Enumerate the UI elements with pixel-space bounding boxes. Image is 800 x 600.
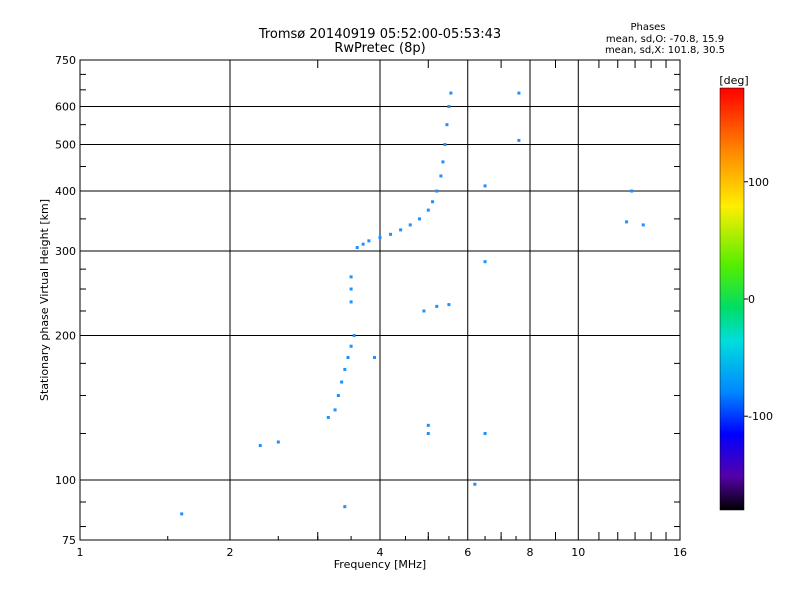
data-point: [625, 220, 629, 224]
data-point: [447, 303, 451, 307]
colorbar: [719, 87, 745, 511]
data-point: [349, 344, 353, 348]
data-point: [630, 189, 634, 193]
data-point: [439, 174, 443, 178]
data-point: [349, 275, 353, 279]
phases-mean-x: mean, sd,X: 101.8, 30.5: [605, 45, 725, 56]
data-point: [426, 423, 430, 427]
data-point: [641, 223, 645, 227]
y-tick-label: 750: [55, 54, 76, 67]
colorbar-ticks: 100 0 -100: [744, 176, 773, 423]
colorbar-tick-label: -100: [748, 410, 773, 423]
x-tick-label: 4: [377, 546, 384, 559]
data-point: [349, 300, 353, 304]
y-tick-label: 75: [62, 534, 76, 547]
data-point: [417, 217, 421, 221]
data-point: [483, 432, 487, 436]
data-point: [431, 200, 435, 204]
data-point: [441, 160, 445, 164]
data-point: [180, 512, 184, 516]
data-point: [426, 208, 430, 212]
data-point: [349, 287, 353, 291]
data-point: [276, 440, 280, 444]
y-tick-label: 400: [55, 185, 76, 198]
data-point: [517, 91, 521, 95]
x-tick-label: 1: [77, 546, 84, 559]
data-point: [483, 184, 487, 188]
data-point: [343, 367, 347, 371]
data-point: [326, 415, 330, 419]
data-point: [435, 189, 439, 193]
data-point: [336, 394, 340, 398]
data-point: [517, 138, 521, 142]
data-point: [373, 355, 377, 359]
data-point: [343, 505, 347, 509]
data-point: [352, 334, 356, 338]
y-tick-label: 200: [55, 330, 76, 343]
x-axis-title: Frequency [MHz]: [334, 558, 426, 571]
x-tick-labels: 1 2 4 6 8 10 16: [77, 546, 688, 559]
grid-layer: [80, 60, 680, 540]
data-point: [426, 432, 430, 436]
data-point: [422, 309, 426, 313]
chart-subtitle: RwPretec (8p): [334, 41, 425, 56]
data-point: [361, 242, 365, 246]
y-tick-label: 600: [55, 101, 76, 114]
data-point: [389, 232, 393, 236]
colorbar-tick-label: 0: [748, 293, 755, 306]
data-layer: [180, 91, 645, 516]
colorbar-label: [deg]: [719, 74, 748, 87]
data-point: [346, 355, 350, 359]
data-point: [355, 246, 359, 250]
y-axis-title: Stationary phase Virtual Height [km]: [38, 199, 51, 401]
data-point: [445, 123, 449, 127]
x-tick-label: 8: [527, 546, 534, 559]
data-point: [435, 304, 439, 308]
data-point: [340, 380, 344, 384]
data-point: [258, 444, 262, 448]
x-tick-label: 6: [464, 546, 471, 559]
data-point: [449, 91, 453, 95]
data-point: [378, 236, 382, 240]
y-tick-labels: 75 100 200 300 400 500 600 750: [55, 54, 76, 547]
chart-title: Tromsø 20140919 05:52:00-05:53:43: [258, 27, 501, 42]
minor-tick-layer: [80, 60, 680, 540]
x-tick-label: 10: [571, 546, 585, 559]
x-tick-label: 2: [227, 546, 234, 559]
x-tick-label: 16: [673, 546, 687, 559]
data-point: [333, 408, 337, 412]
phases-mean-o: mean, sd,O: -70.8, 15.9: [606, 34, 724, 45]
y-tick-label: 500: [55, 139, 76, 152]
phases-heading: Phases: [630, 22, 665, 33]
data-point: [447, 105, 451, 109]
data-point: [367, 239, 371, 243]
data-point: [399, 228, 403, 232]
data-point: [443, 143, 447, 147]
data-point: [473, 482, 477, 486]
colorbar-tick-label: 100: [748, 176, 769, 189]
data-point: [408, 223, 412, 227]
y-tick-label: 100: [55, 474, 76, 487]
y-tick-label: 300: [55, 245, 76, 258]
data-point: [483, 260, 487, 264]
